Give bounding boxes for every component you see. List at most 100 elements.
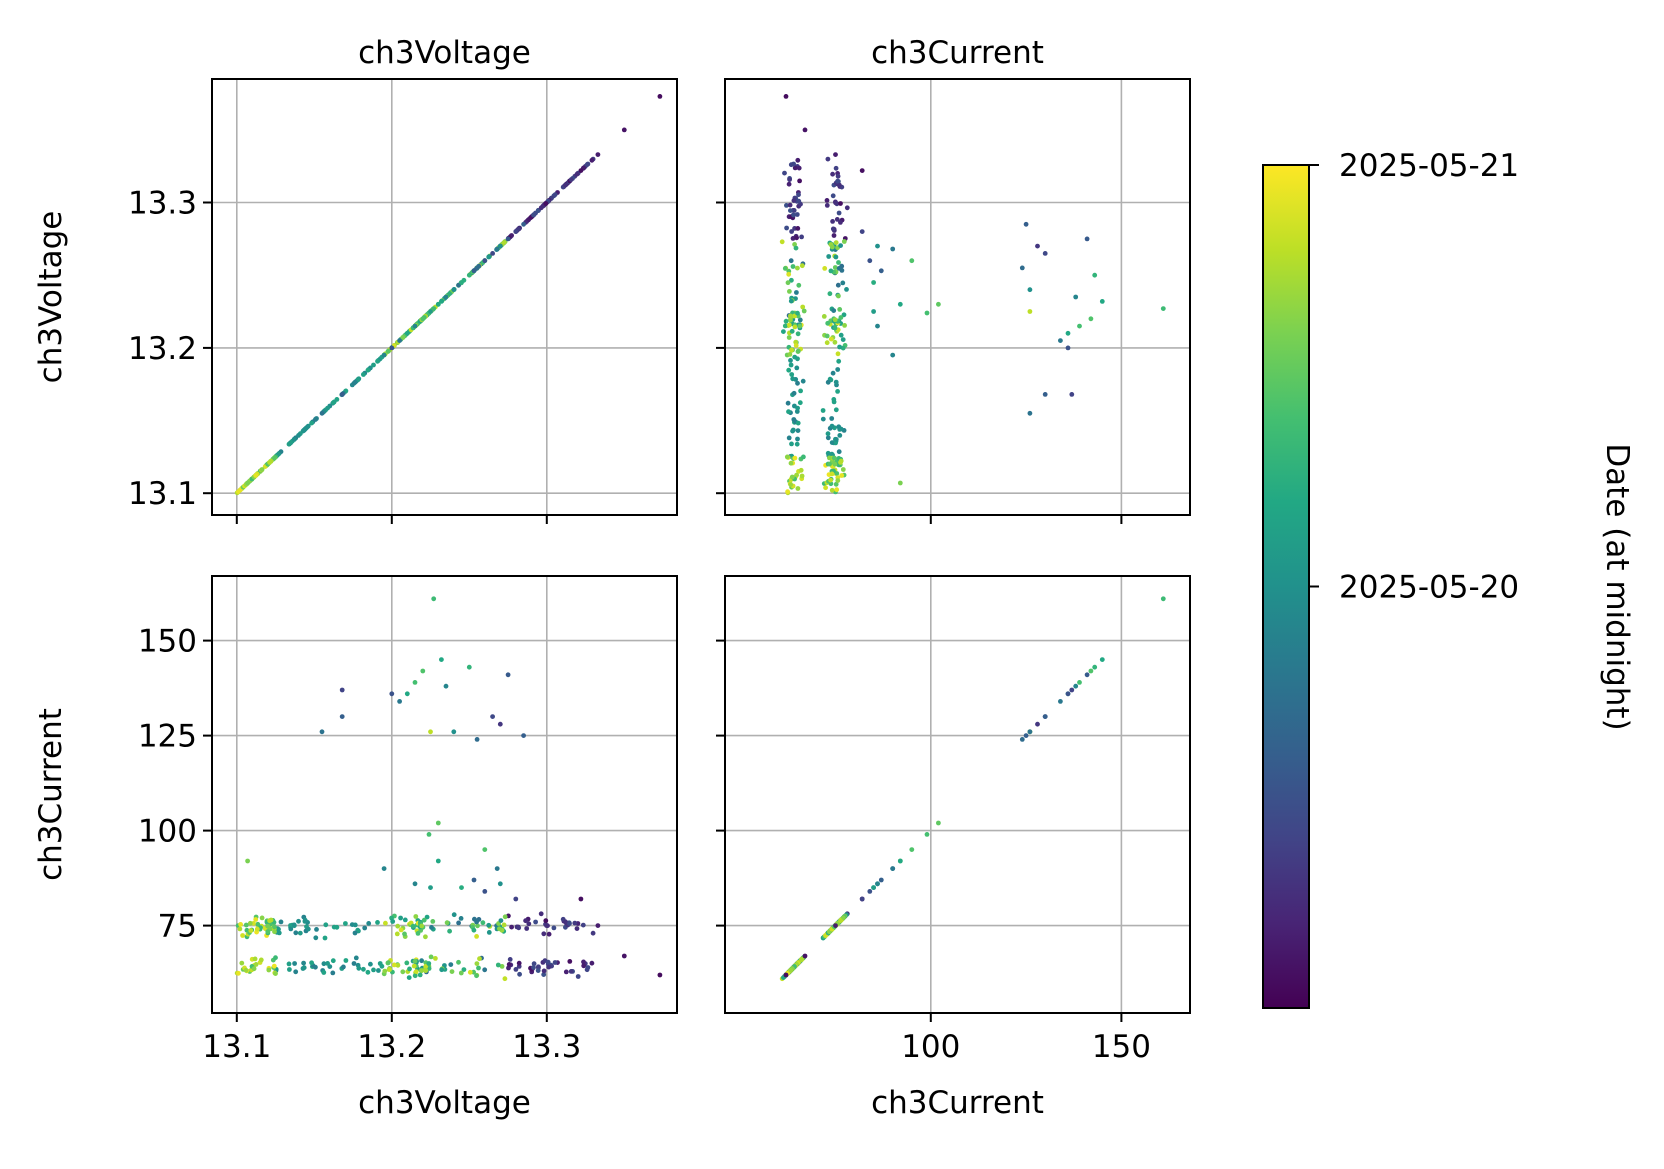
panel-0-0: 13.1 13.2 13.3 ch3Voltage ch3Voltage (33, 35, 678, 524)
data-point (325, 961, 330, 966)
data-point (794, 365, 800, 371)
data-point (461, 967, 467, 972)
data-point (321, 961, 327, 967)
data-point (259, 915, 265, 921)
data-point (621, 953, 627, 959)
data-point (471, 877, 477, 883)
data-point (248, 928, 254, 933)
data-point (795, 436, 800, 442)
data-point (402, 931, 407, 937)
data-point (801, 308, 807, 314)
data-point (838, 332, 844, 338)
data-point (412, 958, 418, 964)
data-point (1042, 251, 1048, 256)
data-point (278, 919, 284, 925)
data-point (782, 266, 788, 271)
data-point (568, 177, 574, 183)
data-point (563, 182, 568, 188)
data-point (412, 323, 418, 329)
data-point (789, 441, 794, 447)
data-point (266, 967, 272, 973)
data-point (236, 489, 241, 495)
x-tick-label: 13.3 (512, 1029, 581, 1065)
data-point (544, 923, 549, 928)
data-point (490, 251, 495, 256)
data-point (829, 451, 835, 457)
data-point (1023, 221, 1029, 227)
data-point (287, 967, 292, 972)
data-point (505, 236, 511, 242)
data-point (501, 922, 507, 928)
data-point (589, 157, 595, 163)
data-point (834, 487, 840, 493)
data-point (497, 881, 503, 887)
data-point (838, 460, 843, 465)
data-point (482, 847, 488, 852)
data-point (339, 392, 345, 397)
data-point (795, 310, 800, 316)
data-point (402, 917, 408, 923)
data-point (802, 127, 808, 133)
data-point (875, 243, 880, 249)
data-point (404, 691, 410, 697)
data-point (578, 896, 584, 902)
data-point (352, 930, 358, 936)
data-point (474, 961, 480, 966)
data-point (825, 156, 831, 162)
data-point (243, 922, 249, 928)
data-point (838, 201, 843, 206)
data-point (309, 960, 314, 966)
data-point (829, 440, 835, 445)
data-point (827, 291, 833, 297)
data-point (784, 203, 789, 208)
data-point (495, 962, 501, 968)
data-point (799, 234, 804, 240)
data-point (837, 307, 843, 312)
data-point (830, 226, 836, 232)
data-point (802, 953, 808, 959)
data-point (1077, 680, 1082, 685)
data-point (343, 958, 349, 963)
data-point (474, 265, 480, 271)
data-point (838, 918, 843, 924)
data-point (795, 226, 801, 231)
data-point (288, 926, 294, 932)
data-point (785, 400, 791, 406)
data-point (795, 265, 800, 271)
data-point (377, 961, 383, 966)
data-point (795, 356, 800, 362)
data-point (844, 287, 849, 292)
data-point (480, 920, 486, 926)
data-point (1160, 596, 1166, 602)
data-point (1065, 691, 1071, 697)
data-point (836, 266, 842, 271)
data-point (790, 264, 796, 269)
data-point (786, 335, 792, 340)
data-point (381, 352, 387, 358)
data-point (474, 934, 479, 939)
x-axis-title: ch3Voltage (358, 1085, 531, 1121)
data-point (419, 968, 425, 974)
data-point (890, 246, 896, 252)
data-point (375, 920, 380, 925)
data-point (245, 858, 251, 864)
data-point (451, 729, 457, 735)
data-point (795, 420, 801, 426)
data-point (832, 265, 838, 270)
data-point (785, 489, 790, 495)
data-point (300, 966, 306, 971)
data-point (395, 923, 401, 929)
data-point (313, 935, 319, 941)
data-point (791, 390, 797, 396)
data-point (482, 889, 488, 894)
data-point (657, 94, 663, 99)
data-point (513, 896, 519, 902)
data-point (276, 451, 281, 457)
data-point (1058, 699, 1063, 704)
data-point (787, 322, 792, 328)
data-point (474, 919, 479, 925)
data-point (451, 912, 457, 918)
data-point (796, 282, 802, 288)
data-point (788, 482, 794, 487)
data-point (580, 922, 586, 928)
